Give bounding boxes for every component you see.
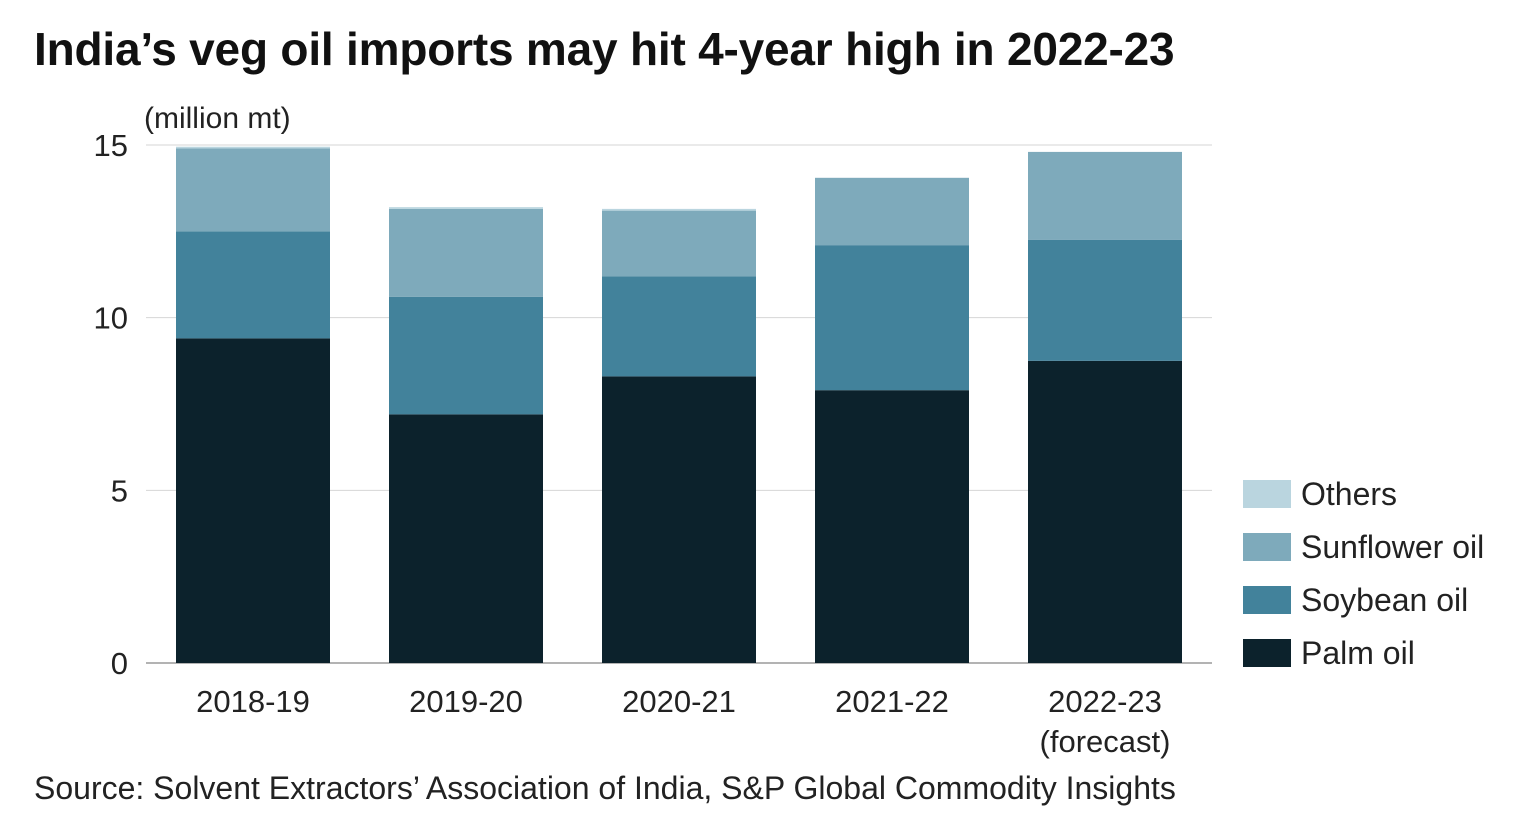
bar-segment-sunflower-oil: [1028, 151, 1182, 240]
legend-swatch: [1243, 533, 1291, 561]
x-tick-label: 2019-20: [409, 684, 523, 719]
bar-segment-soybean-oil: [815, 245, 969, 391]
source-note: Source: Solvent Extractors’ Association …: [34, 770, 1176, 806]
x-tick-label: 2020-21: [622, 684, 736, 719]
x-tick-label: 2022-23: [1048, 684, 1162, 719]
bar-segment-soybean-oil: [1028, 239, 1182, 361]
bar-segment-others: [602, 208, 756, 211]
legend-label: Soybean oil: [1301, 582, 1468, 618]
legend-swatch: [1243, 586, 1291, 614]
y-tick-label: 10: [94, 301, 128, 336]
y-tick-label: 15: [94, 128, 128, 163]
legend-label: Palm oil: [1301, 635, 1415, 671]
bar-segment-palm-oil: [389, 414, 543, 663]
x-tick-label: 2021-22: [835, 684, 949, 719]
x-tick-label: 2018-19: [196, 684, 310, 719]
legend-swatch: [1243, 639, 1291, 667]
bar-segment-palm-oil: [815, 390, 969, 663]
y-tick-label: 5: [111, 473, 128, 508]
legend-swatch: [1243, 480, 1291, 508]
bar-segment-sunflower-oil: [176, 148, 330, 232]
bar-segment-palm-oil: [602, 376, 756, 663]
y-axis-unit-label: (million mt): [144, 102, 291, 135]
bar-segment-palm-oil: [1028, 360, 1182, 663]
bar-segment-others: [176, 146, 330, 149]
bar-segment-sunflower-oil: [389, 208, 543, 297]
bar-segment-palm-oil: [176, 338, 330, 663]
bar-segment-soybean-oil: [602, 276, 756, 377]
y-tick-label: 0: [111, 646, 128, 681]
y-axis: 0 5 10 15 (million mt): [94, 102, 291, 681]
bar-segment-sunflower-oil: [602, 210, 756, 277]
x-tick-label: (forecast): [1040, 724, 1171, 759]
x-axis: 2018-19 2019-20 2020-21 2021-22 2022-23 (fore…: [196, 684, 1170, 759]
legend-label: Sunflower oil: [1301, 529, 1484, 565]
bar-segment-others: [389, 207, 543, 209]
legend-label: Others: [1301, 476, 1397, 512]
bar-segment-soybean-oil: [176, 231, 330, 339]
legend: Others Sunflower oil Soybean oil Palm oil: [1243, 476, 1484, 671]
bar-segment-sunflower-oil: [815, 177, 969, 246]
chart-title: India’s veg oil imports may hit 4-year h…: [34, 23, 1175, 75]
bars: [176, 146, 1182, 663]
bar-segment-soybean-oil: [389, 296, 543, 415]
